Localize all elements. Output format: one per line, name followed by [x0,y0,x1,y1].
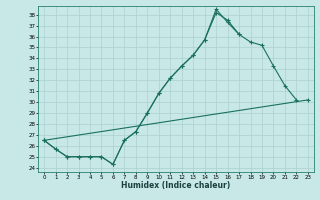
X-axis label: Humidex (Indice chaleur): Humidex (Indice chaleur) [121,181,231,190]
